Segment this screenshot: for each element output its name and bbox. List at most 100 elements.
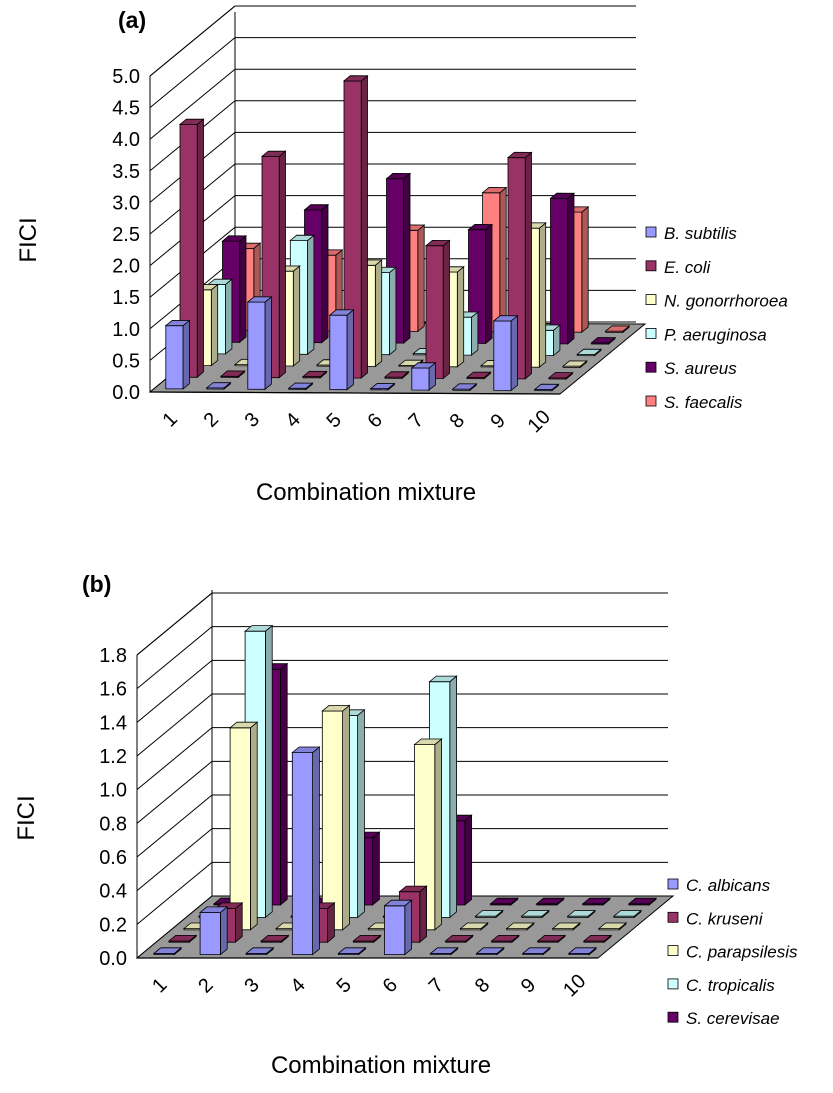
bar-top <box>429 947 459 954</box>
y-tick-label: 0.0 <box>112 382 140 404</box>
x-axis-line <box>149 391 561 395</box>
x-tick-label: 10 <box>524 406 555 437</box>
bar-side <box>434 738 443 931</box>
bar-front <box>165 325 184 390</box>
y-tick-label: 0.5 <box>112 350 140 372</box>
x-tick-label: 3 <box>241 409 264 432</box>
bar-c-albicans-4 <box>291 746 321 956</box>
bar-top <box>536 935 567 942</box>
bar-top <box>444 935 474 942</box>
bar-side <box>417 224 425 333</box>
bar-top <box>590 337 617 344</box>
legend-label: N. gonorrhoroea <box>664 292 788 311</box>
bar-side <box>524 151 532 380</box>
legend-swatch <box>645 361 657 373</box>
bar-front <box>229 727 251 931</box>
y-tick-label: 1.8 <box>99 645 127 667</box>
y-tick-label: 1.5 <box>112 287 140 309</box>
legend-label: S. aureus <box>664 359 737 378</box>
bar-s-cerevisae-7 <box>489 897 519 906</box>
x-tick-label: 5 <box>323 409 346 432</box>
bar-s-cerevisae-10 <box>627 897 658 906</box>
bar-top <box>328 309 355 316</box>
x-tick-label: 6 <box>364 409 387 432</box>
panel-label: (b) <box>82 571 111 597</box>
bar-top <box>207 278 234 285</box>
bar-c-tropicalis-7 <box>474 909 504 919</box>
x-tick-label: 8 <box>471 974 494 997</box>
bar-top <box>228 721 259 729</box>
x-tick-label: 4 <box>282 409 305 432</box>
bar-e-coli-4 <box>301 370 328 379</box>
bar-b-subtilis-10 <box>533 383 560 392</box>
bar-top <box>287 382 314 389</box>
bar-side <box>442 239 450 380</box>
bar-top <box>352 935 382 942</box>
bar-p-aeruginosa-10 <box>576 348 603 357</box>
bar-side <box>321 203 329 344</box>
legend-swatch <box>645 260 657 272</box>
bar-side <box>510 314 518 392</box>
bar-c-albicans-8 <box>475 946 505 956</box>
bar-side <box>360 74 368 379</box>
bar-e-coli-7 <box>424 239 451 380</box>
legend-swatch <box>667 911 679 923</box>
bar-front <box>411 367 430 391</box>
y-tick-label: 1.2 <box>99 746 127 768</box>
y-tick-label: 1.6 <box>99 679 127 701</box>
bar-top <box>246 296 273 303</box>
x-tick-label: 1 <box>148 974 171 997</box>
bar-top <box>301 370 328 378</box>
legend-swatch <box>667 878 679 890</box>
bar-front <box>493 320 512 391</box>
x-tick-labels: 1 2 3 4 5 6 7 8 9 10 <box>148 970 590 1001</box>
bar-top <box>221 235 248 242</box>
bar-top <box>337 947 367 954</box>
legend-label: C. tropicalis <box>686 976 775 995</box>
bar-front <box>199 912 221 955</box>
chart-panel-b: 0.0 0.2 0.4 0.6 0.8 1.0 1.2 1.4 1.6 1.8 1 2 3 4 5 6 7 8 9 1… <box>13 571 798 1079</box>
bar-side <box>249 721 258 931</box>
bar-side <box>196 118 204 379</box>
bar-top <box>535 897 565 905</box>
x-tick-label: 3 <box>240 974 263 997</box>
bar-s-aureus-9 <box>549 192 576 345</box>
bar-c-kruseni-7 <box>444 934 474 944</box>
bar-top <box>551 922 582 929</box>
bar-top <box>205 382 232 389</box>
y-tick-label: 5.0 <box>112 66 140 88</box>
gridline-diag <box>149 37 236 108</box>
bar-top <box>549 192 576 199</box>
bar-n-gonorrhoroea-10 <box>561 360 588 369</box>
bar-top <box>198 906 229 913</box>
bar-side <box>403 172 411 344</box>
bar-top <box>385 172 412 180</box>
chart-panel-a: 0.0 0.5 1.0 1.5 2.0 2.5 3.0 3.5 4.0 4.5 5.0 1 2 3 4 5 6 7… <box>15 5 788 506</box>
legend-item: C. tropicalis <box>667 976 775 995</box>
bar-top <box>597 922 628 929</box>
bar-top <box>398 885 428 893</box>
bar-b-subtilis-4 <box>287 382 314 391</box>
bar-c-parapsilesis-2 <box>228 721 259 931</box>
y-tick-label: 4.0 <box>112 129 140 151</box>
y-tick-label: 0.8 <box>99 813 127 835</box>
bar-top <box>489 897 519 905</box>
bar-top <box>178 118 205 125</box>
gridline-diag <box>136 794 213 858</box>
bar-b-subtilis-7 <box>410 361 437 391</box>
bar-top <box>492 315 519 322</box>
top-edge <box>136 592 213 656</box>
x-axis-title: Combination mixture <box>256 479 476 506</box>
bar-top <box>451 383 478 390</box>
bar-side <box>485 223 493 345</box>
y-tick-label: 4.5 <box>112 98 140 120</box>
bar-side <box>464 814 473 906</box>
bar-top <box>291 746 321 753</box>
x-tick-label: 6 <box>379 974 402 997</box>
legend: C. albicans C. kruseni C. parapsilesis C. t… <box>667 876 798 1028</box>
bar-side <box>342 704 350 931</box>
bar-top <box>424 239 451 247</box>
bar-c-tropicalis-10 <box>612 909 643 919</box>
bar-top <box>260 150 287 157</box>
